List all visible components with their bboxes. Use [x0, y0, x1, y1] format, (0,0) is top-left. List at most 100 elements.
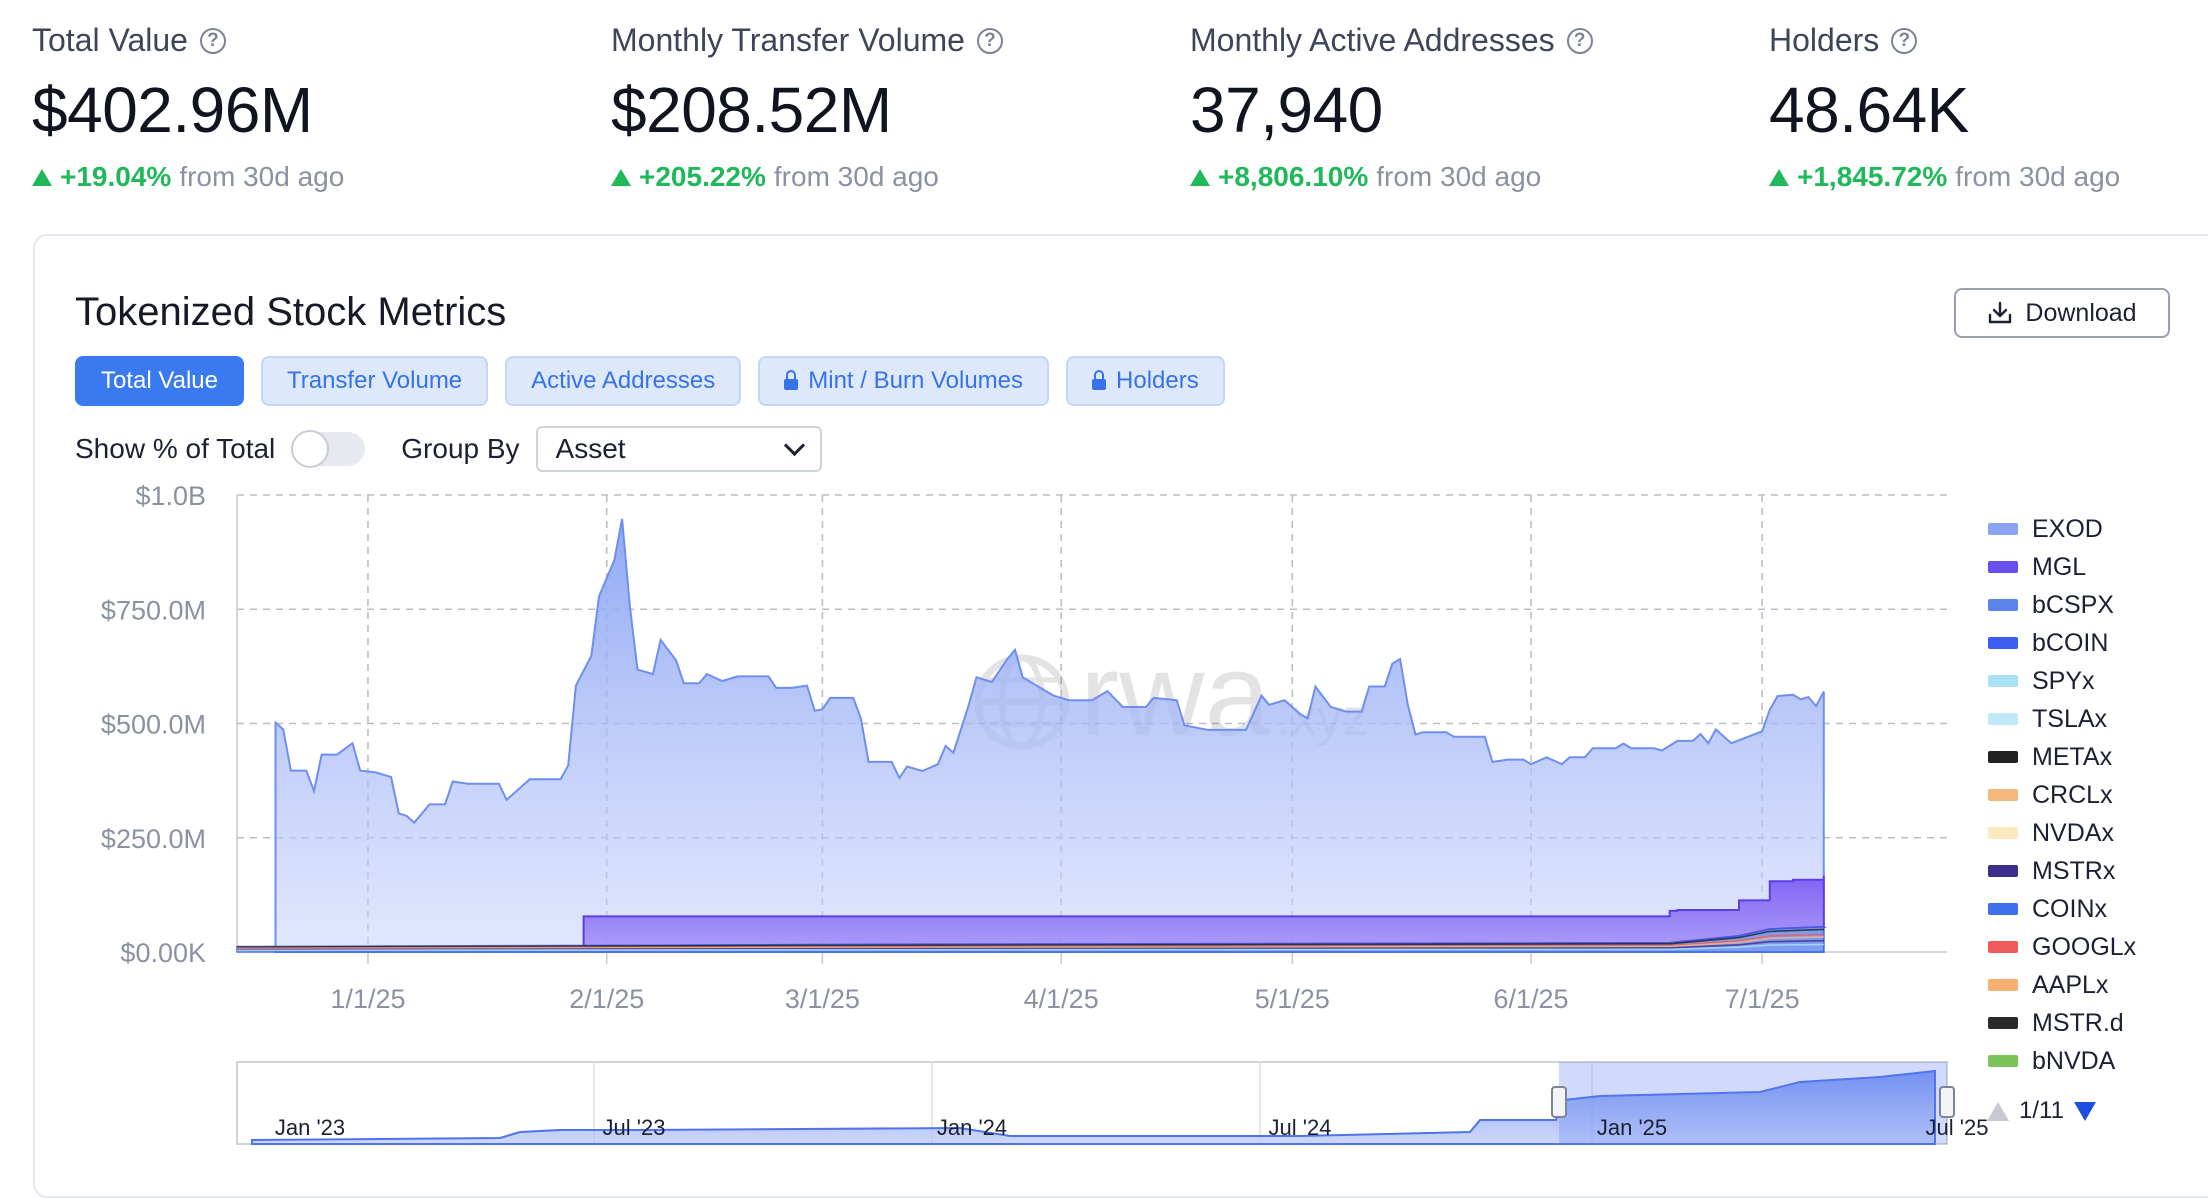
legend-swatch [1988, 561, 2018, 573]
stat-value: $402.96M [32, 74, 313, 146]
legend-item[interactable]: METAx [1988, 738, 2136, 776]
stat-value: $208.52M [611, 74, 892, 146]
stat-holders: Holders? 48.64K +1,845.72% from 30d ago [1769, 22, 2120, 193]
legend-label: METAx [2032, 742, 2113, 771]
navigator-handle-left[interactable] [1551, 1086, 1567, 1118]
stat-monthly-transfer-volume: Monthly Transfer Volume? $208.52M +205.2… [611, 22, 1003, 193]
legend-item[interactable]: MSTRx [1988, 852, 2136, 890]
navigator-label: Jan '24 [937, 1115, 1007, 1140]
series-line [236, 928, 1824, 948]
y-tick-label: $0.00K [120, 938, 206, 968]
stat-change-pct: +1,845.72% [1797, 161, 1948, 192]
stat-total-value: Total Value? $402.96M +19.04% from 30d ag… [32, 22, 344, 193]
chart-legend: EXOD MGL bCSPX bCOIN SPYx TSLAx METAx CR… [1988, 510, 2136, 1080]
tab-total-value[interactable]: Total Value [75, 356, 244, 406]
stat-change-pct: +19.04% [60, 161, 172, 192]
x-tick-label: 1/1/25 [330, 984, 405, 1014]
stat-change: +205.22% from 30d ago [611, 161, 1003, 193]
legend-item[interactable]: GOOGLx [1988, 928, 2136, 966]
x-tick-label: 3/1/25 [785, 984, 860, 1014]
legend-swatch [1988, 675, 2018, 687]
stat-change-pct: +8,806.10% [1218, 161, 1369, 192]
stat-label: Holders [1769, 22, 1880, 58]
tab-mint-burn-volumes[interactable]: Mint / Burn Volumes [758, 356, 1050, 406]
help-icon[interactable]: ? [1566, 27, 1593, 54]
stat-monthly-active-addresses: Monthly Active Addresses? 37,940 +8,806.… [1190, 22, 1593, 193]
legend-item[interactable]: bCSPX [1988, 586, 2136, 624]
legend-item[interactable]: SPYx [1988, 662, 2136, 700]
legend-label: MGL [2032, 552, 2087, 581]
navigator-handle-right[interactable] [1939, 1086, 1955, 1118]
legend-swatch [1988, 789, 2018, 801]
y-tick-label: $1.0B [135, 481, 206, 511]
legend-label: SPYx [2032, 666, 2095, 695]
tab-transfer-volume[interactable]: Transfer Volume [260, 356, 489, 406]
legend-item[interactable]: AAPLx [1988, 966, 2136, 1004]
y-tick-label: $250.0M [101, 824, 206, 854]
legend-item[interactable]: NVDAx [1988, 814, 2136, 852]
legend-item[interactable]: bCOIN [1988, 624, 2136, 662]
navigator-label: Jul '25 [1926, 1115, 1989, 1140]
legend-label: NVDAx [2032, 818, 2114, 847]
tab-active-addresses[interactable]: Active Addresses [505, 356, 742, 406]
x-tick-label: 6/1/25 [1494, 984, 1569, 1014]
show-pct-label: Show % of Total [75, 433, 276, 464]
help-icon[interactable]: ? [976, 27, 1003, 54]
toggle-knob [291, 430, 330, 468]
show-pct-toggle[interactable] [291, 430, 366, 468]
legend-label: GOOGLx [2032, 932, 2137, 961]
download-button[interactable]: Download [1954, 288, 2170, 338]
legend-swatch [1988, 865, 2018, 877]
navigator-selection[interactable] [1559, 1062, 1947, 1144]
navigator-labels: Jan '23 Jul '23 Jan '24 Jul '24 Jan '25 Jul '… [275, 1115, 1989, 1140]
lock-icon [784, 369, 799, 390]
legend-item[interactable]: CRCLx [1988, 776, 2136, 814]
stat-value: 37,940 [1190, 74, 1383, 146]
legend-item[interactable]: MSTR.d [1988, 1004, 2136, 1042]
legend-label: CRCLx [2032, 780, 2113, 809]
legend-item[interactable]: EXOD [1988, 510, 2136, 548]
legend-item[interactable]: COINx [1988, 890, 2136, 928]
legend-label: AAPLx [2032, 970, 2109, 999]
help-icon[interactable]: ? [199, 27, 226, 54]
arrow-up-icon [611, 168, 631, 186]
lock-icon [1092, 369, 1107, 390]
tab-holders[interactable]: Holders [1066, 356, 1225, 406]
legend-label: bNVDA [2032, 1046, 2116, 1075]
legend-swatch [1988, 903, 2018, 915]
stat-change-suffix: from 30d ago [773, 161, 939, 192]
group-by-select[interactable]: Asset [535, 426, 822, 472]
stat-change-suffix: from 30d ago [179, 161, 345, 192]
tab-label: Active Addresses [531, 367, 716, 394]
legend-label: MSTRx [2032, 856, 2116, 885]
legend-item[interactable]: MGL [1988, 548, 2136, 586]
legend-swatch [1988, 979, 2018, 991]
x-tick-label: 7/1/25 [1725, 984, 1800, 1014]
chart-areas [236, 518, 1827, 953]
stat-change: +8,806.10% from 30d ago [1190, 161, 1593, 193]
navigator-series [251, 1069, 1936, 1145]
help-icon[interactable]: ? [1891, 27, 1918, 54]
legend-pager: 1/11 [1987, 1097, 2096, 1125]
legend-prev-icon[interactable] [1987, 1101, 2009, 1121]
range-navigator[interactable]: Jan '23 Jul '23 Jan '24 Jul '24 Jan '25 Jul '… [236, 1061, 1989, 1145]
legend-item[interactable]: TSLAx [1988, 700, 2136, 738]
legend-label: COINx [2032, 894, 2107, 923]
legend-swatch [1988, 1017, 2018, 1029]
legend-swatch [1988, 1055, 2018, 1067]
stat-change-suffix: from 30d ago [1955, 161, 2121, 192]
stat-change: +1,845.72% from 30d ago [1769, 161, 2120, 193]
legend-item[interactable]: bNVDA [1988, 1042, 2136, 1080]
legend-swatch [1988, 713, 2018, 725]
stacked-area-chart: $0.00K $250.0M $500.0M $750.0M $1.0B 1/1/25 2… [101, 481, 1989, 1145]
legend-page: 1/11 [2019, 1097, 2064, 1124]
x-tick-label: 4/1/25 [1024, 984, 1099, 1014]
legend-swatch [1988, 941, 2018, 953]
navigator-label: Jan '23 [275, 1115, 345, 1140]
legend-next-icon[interactable] [2073, 1101, 2096, 1121]
y-axis: $0.00K $250.0M $500.0M $750.0M $1.0B [101, 481, 206, 968]
x-axis: 1/1/25 2/1/25 3/1/25 4/1/25 5/1/25 6/1/25 7/1/… [330, 984, 1799, 1014]
area-series-exod[interactable] [274, 518, 1825, 953]
legend-swatch [1988, 637, 2018, 649]
download-label: Download [2025, 298, 2137, 327]
